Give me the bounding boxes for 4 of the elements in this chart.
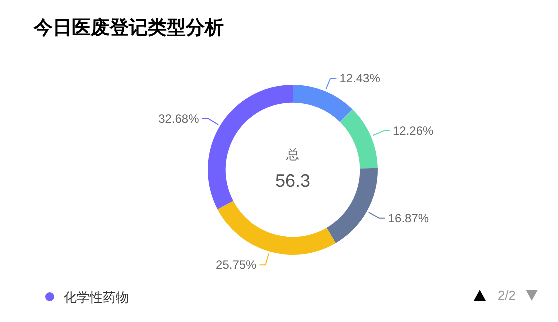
center-value: 56.3 xyxy=(275,171,311,191)
title: 今日医废登记类型分析 xyxy=(34,18,224,39)
pager: 2/2 xyxy=(498,288,516,303)
center-label: 总 xyxy=(286,147,300,162)
